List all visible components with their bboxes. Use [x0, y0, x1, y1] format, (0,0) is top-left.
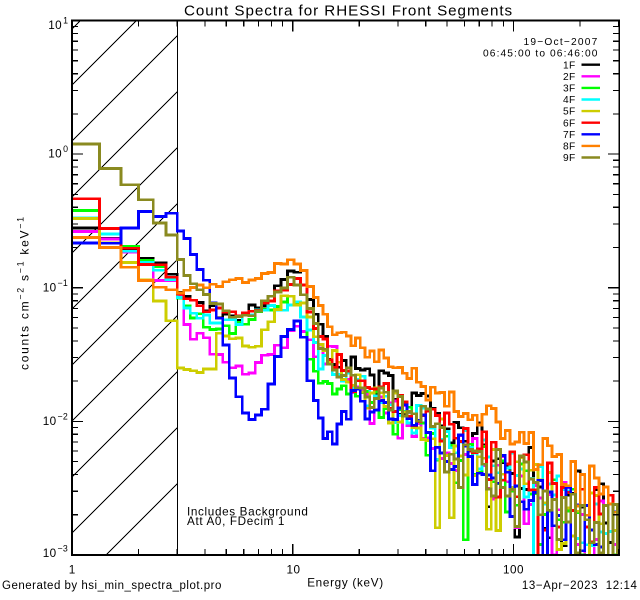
svg-text:−3: −3: [58, 544, 68, 554]
svg-text:10: 10: [48, 19, 62, 32]
svg-text:100: 100: [503, 564, 524, 577]
svg-text:9F: 9F: [563, 153, 576, 164]
svg-text:Includes Background: Includes Background: [187, 505, 309, 518]
svg-text:7F: 7F: [563, 130, 576, 141]
svg-text:10: 10: [43, 547, 57, 560]
svg-text:counts cm−2 s−1 keV−1: counts cm−2 s−1 keV−1: [15, 215, 31, 370]
svg-text:−1: −1: [58, 278, 68, 288]
svg-text:10: 10: [43, 281, 57, 294]
svg-text:2F: 2F: [563, 72, 576, 83]
svg-text:10: 10: [43, 415, 57, 428]
svg-text:5F: 5F: [563, 107, 576, 118]
svg-text:13−Apr−2023 12:14: 13−Apr−2023 12:14: [522, 580, 638, 592]
svg-text:Count Spectra for RHESSI Front: Count Spectra for RHESSI Front Segments: [184, 2, 513, 19]
svg-text:19−Oct−2007: 19−Oct−2007: [524, 37, 599, 48]
svg-text:3F: 3F: [563, 84, 576, 95]
svg-text:6F: 6F: [563, 118, 576, 129]
svg-text:Att A0, FDecim 1: Att A0, FDecim 1: [187, 515, 285, 528]
svg-text:1: 1: [63, 15, 68, 25]
svg-text:8F: 8F: [563, 142, 576, 153]
svg-text:Generated by hsi_min_spectra_p: Generated by hsi_min_spectra_plot.pro: [2, 580, 222, 592]
svg-text:06:45:00 to 06:46:00: 06:45:00 to 06:46:00: [483, 48, 598, 59]
svg-text:1: 1: [69, 564, 76, 577]
svg-text:10: 10: [48, 148, 62, 161]
svg-text:10: 10: [286, 564, 300, 577]
svg-text:1F: 1F: [563, 60, 576, 71]
svg-text:Energy (keV): Energy (keV): [307, 576, 384, 589]
svg-text:4F: 4F: [563, 95, 576, 106]
svg-text:−2: −2: [58, 411, 68, 421]
svg-text:0: 0: [63, 144, 68, 154]
